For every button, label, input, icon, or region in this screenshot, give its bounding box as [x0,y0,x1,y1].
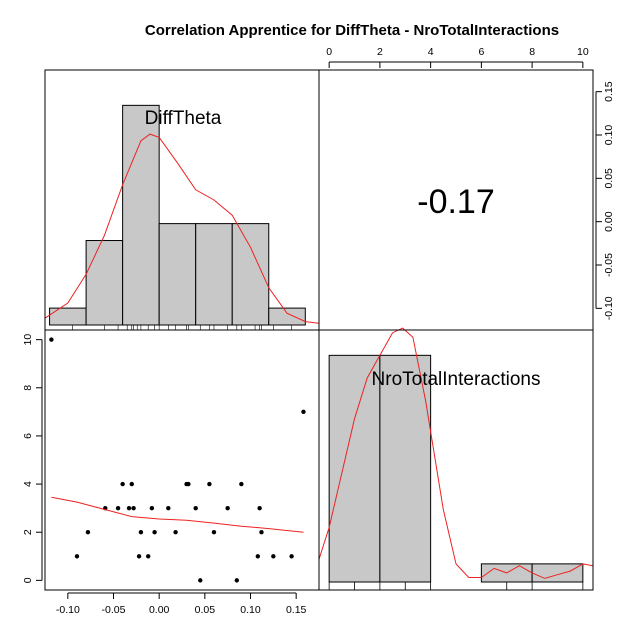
scatter-point [49,337,54,342]
scatter-point [234,578,239,583]
scatter-smooth-line [51,496,304,533]
scatter-point [146,554,151,559]
scatter-point [301,409,306,415]
difftheta-label: DiffTheta [145,108,222,129]
bottom-axis-tick-label: 0.10 [240,604,261,616]
difftheta-density-line [44,133,320,324]
bottom-axis-tick-label: -0.10 [56,604,80,616]
difftheta-hist-bar [158,223,197,326]
top-axis-tick-label: 4 [428,46,434,58]
panel-frame [44,329,320,591]
interactions-density-line [318,327,594,579]
difftheta-hist-bar [195,223,233,326]
panel-scatter [49,337,306,583]
top-axis-tick-label: 6 [478,46,484,58]
bottom-axis-tick-label: 0.15 [286,604,307,616]
panel-correlation: -0.17 [417,183,495,221]
bottom-axis-tick-label: 0.00 [149,604,170,616]
scatter-point [136,554,142,559]
chart-title: Correlation Apprentice for DiffTheta - N… [145,22,559,39]
difftheta-hist-bar [49,307,87,326]
scatter-point [131,505,136,511]
scatter-point [115,505,121,511]
right-axis-tick-label: 0.15 [603,81,615,102]
top-axis-tick-label: 10 [577,46,589,58]
left-axis-tick-label: 10 [22,334,34,346]
scatter-point [138,530,144,535]
difftheta-hist-bar [85,240,124,326]
scatter-point [129,481,134,487]
scatter-point [198,578,203,583]
scatter-point [74,554,80,559]
scatter-point [211,530,217,535]
left-axis-tick-label: 2 [22,529,34,535]
scatter-point [257,505,262,511]
left-axis-tick-label: 4 [22,481,34,487]
axes: 0 2 4 6 8 10 -0.10 -0.05 0.00 0.05 0.10 0.15 0 2 4 6 8 10… [22,46,615,616]
scatter-point [166,505,171,511]
scatter-point [152,530,157,535]
scatter-point [173,530,178,535]
scatter-point [126,505,132,511]
difftheta-hist-bar [268,307,306,326]
scatter-point [239,481,244,487]
right-axis-tick-label: -0.10 [603,296,615,320]
scatter-point [255,554,261,559]
right-axis-tick-label: -0.05 [603,253,615,277]
bottom-axis-tick-label: -0.05 [102,604,126,616]
panel-interactions-histogram: NroTotalInteractions [318,327,594,590]
scatter-point [193,505,198,511]
scatter-point [120,481,125,487]
bottom-axis-tick-label: 0.05 [195,604,216,616]
correlation-value: -0.17 [417,183,495,221]
scatter-point [186,481,191,487]
scatter-point [207,481,212,487]
difftheta-hist-bar [122,104,160,326]
top-axis-tick-label: 8 [529,46,535,58]
panel-frame [318,329,594,591]
scatter-point [289,554,294,559]
right-axis-tick-label: 0.10 [603,125,615,146]
top-axis-tick-label: 2 [377,46,383,58]
left-axis-tick-label: 0 [22,577,34,583]
interactions-hist-bar [328,354,381,583]
top-axis-tick-label: 0 [326,46,332,58]
interactions-label: NroTotalInteractions [372,369,541,390]
left-axis-tick-label: 6 [22,433,34,439]
right-axis-tick-label: 0.00 [603,211,615,232]
left-axis-tick-label: 8 [22,385,34,391]
scatter-point [271,554,276,559]
scatter-point [149,505,155,511]
scatter-point [85,530,91,535]
panel-difftheta-histogram: DiffTheta [44,104,320,330]
interactions-hist-bar [531,563,584,583]
scatter-point [225,505,230,511]
right-axis-tick-label: 0.05 [603,168,615,189]
scatter-point [259,530,264,535]
difftheta-hist-bar [231,223,270,326]
